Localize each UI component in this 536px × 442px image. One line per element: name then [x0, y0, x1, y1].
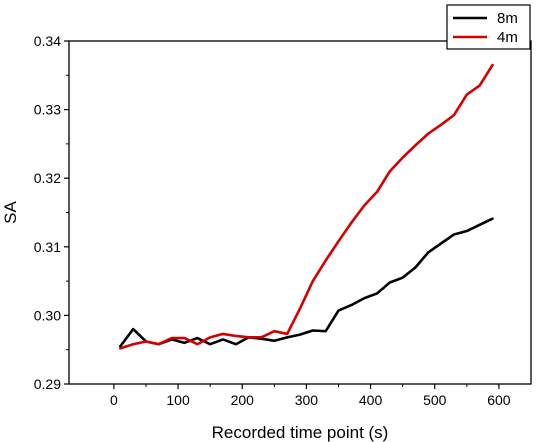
- x-tick-label: 500: [423, 392, 447, 408]
- y-tick-label: 0.30: [34, 307, 61, 323]
- series-line-4m: [119, 63, 494, 350]
- y-tick-label: 0.31: [34, 239, 61, 255]
- x-tick-label: 100: [166, 392, 190, 408]
- y-tick-label: 0.29: [34, 376, 61, 392]
- series-line-8m: [119, 217, 494, 348]
- x-tick-label: 200: [231, 392, 255, 408]
- legend-label-4m: 4m: [497, 29, 518, 46]
- legend-box: [446, 4, 531, 50]
- legend-label-8m: 8m: [497, 10, 518, 27]
- x-tick-label: 300: [295, 392, 319, 408]
- x-tick-label: 400: [359, 392, 383, 408]
- y-tick-label: 0.34: [34, 33, 61, 49]
- axes: 0 100 200 300 400 500 600 0.29 0.30 0.31 0.32 0.33 0…: [34, 33, 532, 408]
- y-tick-label: 0.33: [34, 102, 61, 118]
- x-axis-label: Recorded time point (s): [212, 423, 389, 442]
- y-tick-label: 0.32: [34, 170, 61, 186]
- y-axis-label: SA: [1, 201, 20, 224]
- series-layer: [119, 63, 494, 350]
- x-tick-label: 0: [110, 392, 118, 408]
- x-tick-label: 600: [487, 392, 511, 408]
